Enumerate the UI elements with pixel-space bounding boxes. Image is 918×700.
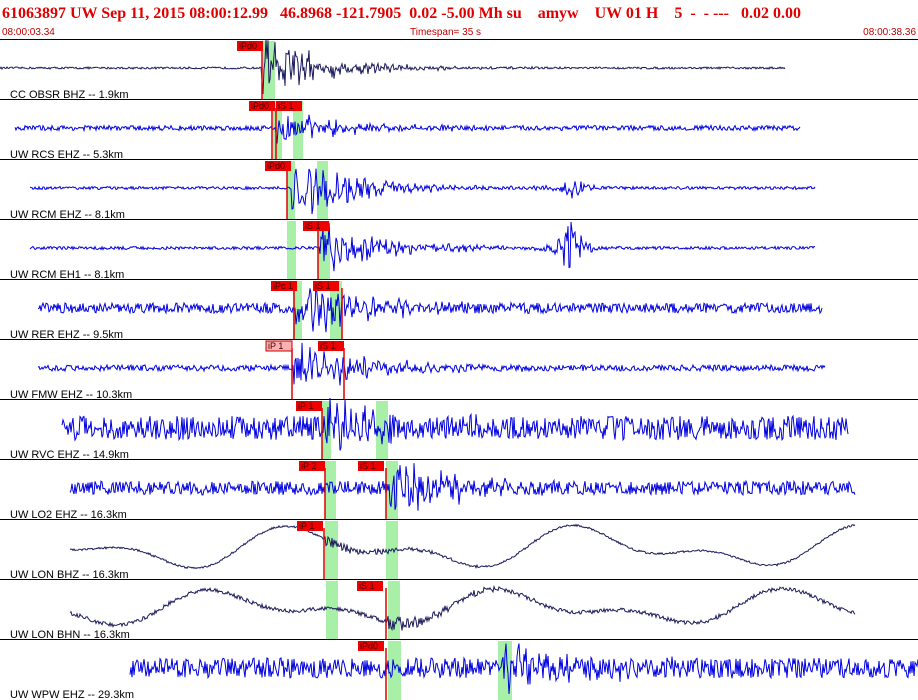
pick-label: iPd0 [239, 41, 257, 51]
pick-flag [271, 281, 297, 291]
pick-window [322, 401, 331, 460]
pick-window [330, 281, 342, 340]
trace-label: UW WPW EHZ -- 29.3km [10, 689, 134, 700]
trace-label: UW FMW EHZ -- 10.3km [10, 389, 132, 401]
pick-label: iS 1 [315, 281, 331, 291]
waveform [69, 463, 856, 511]
start-time: 08:00:03.34 [2, 27, 55, 38]
pick-window [325, 521, 338, 580]
pick-flag [303, 221, 329, 231]
waveform [0, 39, 786, 95]
pick-window [326, 581, 338, 640]
pick-window [388, 641, 401, 700]
trace-label: UW RCM EHZ -- 8.1km [10, 209, 125, 221]
pick-window [386, 521, 398, 580]
pick-window [317, 161, 328, 220]
timespan: Timespan= 35 s [410, 27, 481, 38]
pick-label: iP 1 [298, 401, 313, 411]
pick-label: iS 1 [360, 461, 376, 471]
pick-label: iP 1 [299, 521, 314, 531]
pick-label: iPc 1 [273, 281, 293, 291]
pick-label: iS 1 [359, 581, 375, 591]
trace-label: UW RCM EH1 -- 8.1km [10, 269, 124, 281]
pick-window [388, 581, 400, 640]
pick-flag [249, 101, 275, 111]
end-time: 08:00:38.36 [863, 27, 916, 38]
pick-label: iP 1 [268, 341, 283, 351]
pick-window [287, 221, 296, 280]
pick-flag [237, 41, 263, 51]
pick-label: iS 1 [320, 341, 336, 351]
pick-window [325, 461, 336, 520]
waveform [14, 114, 801, 144]
pick-flag [358, 641, 384, 651]
pick-flag [313, 281, 339, 291]
trace-label: CC OBSR BHZ -- 1.9km [10, 89, 129, 101]
waveform [29, 221, 816, 272]
pick-label: iPd0 [251, 101, 269, 111]
trace-label: UW RER EHZ -- 9.5km [10, 329, 123, 341]
trace-label: UW RVC EHZ -- 14.9km [10, 449, 129, 461]
event-title: 61063897 UW Sep 11, 2015 08:00:12.99 46.… [2, 5, 801, 22]
waveform [129, 643, 918, 695]
pick-flag [297, 521, 323, 531]
pick-label: iPd0 [267, 161, 285, 171]
pick-label: iS 1 [278, 101, 294, 111]
pick-label: iPd0 [360, 641, 378, 651]
pick-flag [357, 581, 383, 591]
pick-label: iP 2 [301, 461, 316, 471]
trace-label: UW RCS EHZ -- 5.3km [10, 149, 123, 161]
pick-window [376, 401, 388, 460]
waveform [29, 168, 816, 215]
pick-flag [276, 101, 302, 111]
pick-flag [358, 461, 384, 471]
pick-flag [299, 461, 325, 471]
waveform [69, 523, 856, 570]
pick-window [293, 101, 303, 160]
pick-flag [296, 401, 322, 411]
trace-label: UW LO2 EHZ -- 16.3km [10, 509, 127, 521]
pick-flag [265, 161, 291, 171]
pick-flag [265, 340, 293, 352]
pick-label: iS 1 [305, 221, 321, 231]
waveform [69, 584, 856, 632]
waveform [61, 397, 849, 451]
waveform [37, 282, 823, 333]
trace-label: UW LON BHN -- 16.3km [10, 629, 130, 641]
pick-flag [318, 341, 344, 351]
trace-label: UW LON BHZ -- 16.3km [10, 569, 129, 581]
waveform [37, 342, 826, 386]
